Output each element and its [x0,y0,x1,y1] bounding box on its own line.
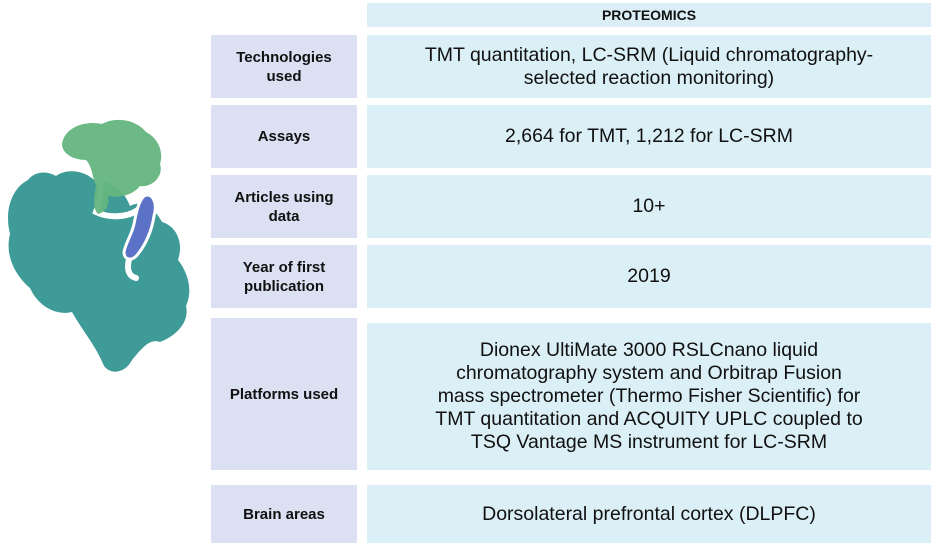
row-value-brain-areas: Dorsolateral prefrontal cortex (DLPFC) [367,485,931,543]
brain-illustration-icon [8,119,190,372]
row-value-assays: 2,664 for TMT, 1,212 for LC-SRM [367,105,931,168]
row-label-assays: Assays [211,105,357,168]
row-value-platforms-used: Dionex UltiMate 3000 RSLCnano liquid chr… [367,323,931,470]
row-label-year-of-first-publication: Year of first publication [211,245,357,308]
brain-green-region-shape [62,119,162,214]
row-label-articles-using-data: Articles using data [211,175,357,238]
brain-blue-region-shape [122,193,157,261]
row-value-year-of-first-publication: 2019 [367,245,931,308]
column-header-proteomics: PROTEOMICS [367,3,931,27]
row-label-technologies-used: Technologies used [211,35,357,98]
row-label-platforms-used: Platforms used [211,318,357,470]
row-value-articles-using-data: 10+ [367,175,931,238]
row-label-brain-areas: Brain areas [211,485,357,543]
row-value-technologies-used: TMT quantitation, LC-SRM (Liquid chromat… [367,35,931,98]
